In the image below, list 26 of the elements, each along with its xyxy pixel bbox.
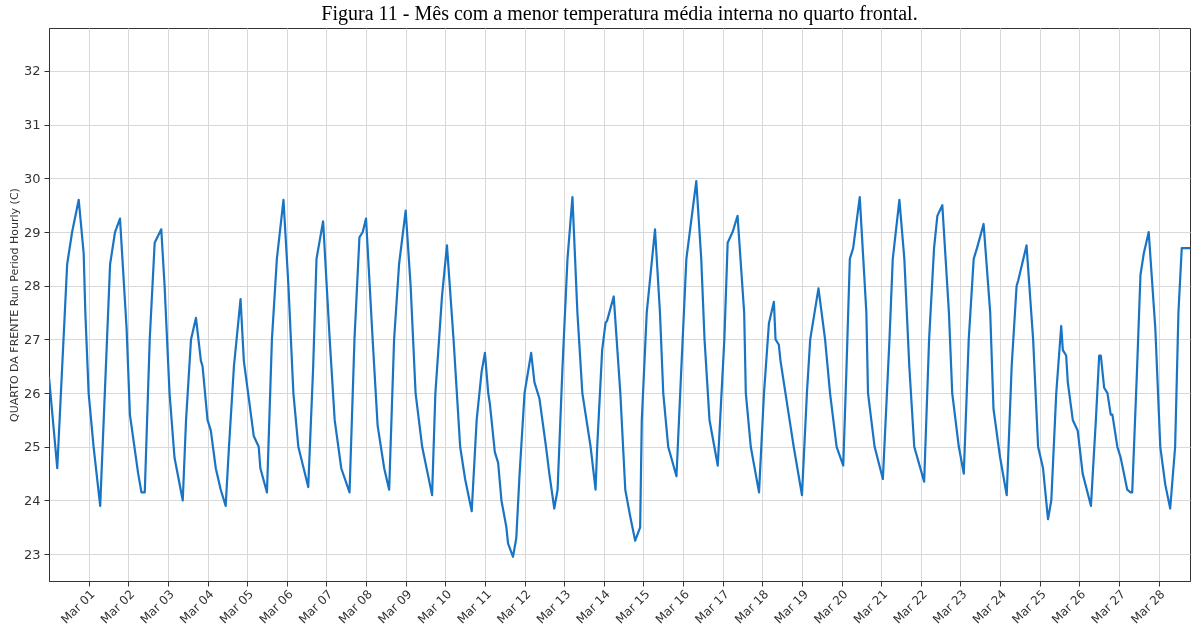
y-axis-title: QUARTO DA FRENTE Run Period Hourly (C) [7, 188, 21, 422]
x-tick-label: Mar 06 [256, 587, 296, 627]
y-tick-label: 32 [23, 63, 41, 79]
y-tick-label: 23 [23, 546, 41, 562]
y-tick-label: 30 [23, 170, 41, 186]
y-tick-label: 24 [23, 492, 41, 508]
y-tick-label: 31 [23, 117, 41, 133]
chart-title: Figura 11 - Mês com a menor temperatura média interna no quarto frontal. [321, 2, 918, 25]
y-tick-label: 27 [23, 331, 41, 347]
x-tick-label: Mar 22 [890, 587, 930, 627]
y-tick-label: 26 [23, 385, 41, 401]
x-tick-label: Mar 07 [295, 587, 336, 627]
x-tick-label: Mar 18 [731, 587, 772, 627]
y-tick-label: 29 [23, 224, 41, 240]
x-tick-label: Mar 10 [414, 587, 455, 627]
y-tick-label: 25 [23, 439, 41, 455]
x-tick-label: Mar 02 [97, 587, 138, 627]
x-tick-label: Mar 26 [1048, 587, 1089, 627]
x-tick-label: Mar 23 [930, 587, 970, 627]
x-tick-label: Mar 14 [573, 587, 613, 627]
x-tick-label: Mar 15 [613, 587, 653, 627]
x-tick-label: Mar 27 [1088, 587, 1128, 627]
x-tick-label: Mar 03 [137, 587, 177, 627]
x-tick-label: Mar 11 [454, 587, 494, 627]
y-tick-label: 28 [23, 278, 41, 294]
x-tick-label: Mar 19 [771, 587, 811, 627]
